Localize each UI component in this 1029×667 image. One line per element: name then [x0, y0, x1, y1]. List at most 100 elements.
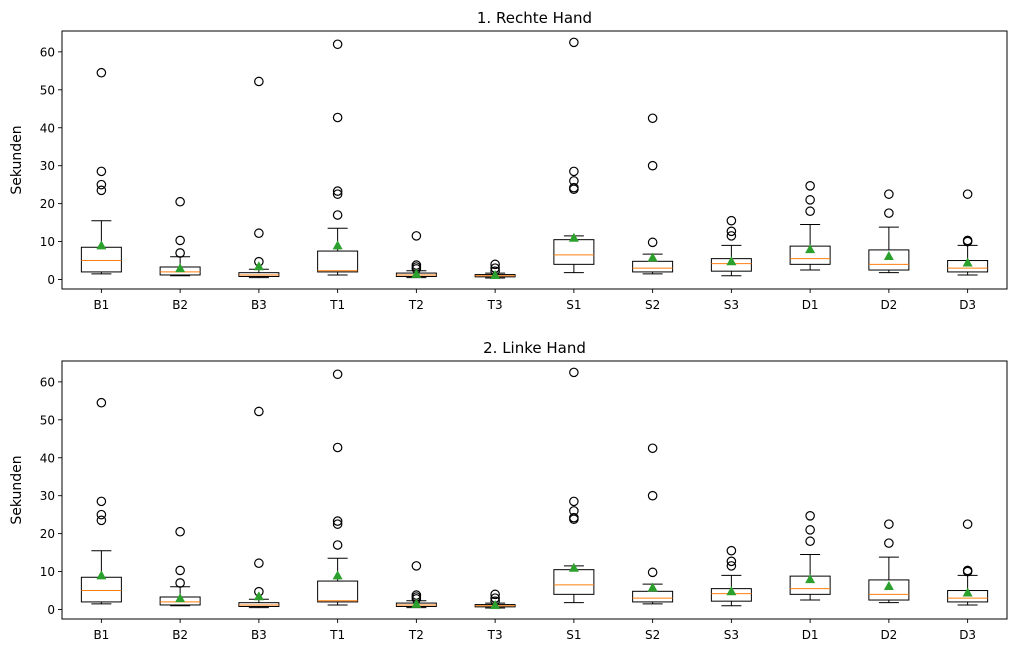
x-tick-label: B3: [251, 628, 267, 642]
mean-marker: [332, 240, 343, 250]
outlier-point: [647, 113, 658, 124]
box-s2: [632, 443, 674, 605]
outlier-point: [726, 556, 737, 567]
outlier-point: [726, 231, 737, 241]
y-tick-label: 30: [40, 159, 55, 173]
subplot-rechte-hand: 1. Rechte Hand Sekunden 0 10 20 30 40 50 60 B1 B2 B…: [9, 9, 1008, 312]
outlier-point: [96, 496, 107, 507]
box-t2: [395, 231, 437, 279]
box-d2: [868, 519, 910, 604]
outlier-point: [569, 166, 579, 177]
outlier-point: [411, 561, 422, 571]
box-t3: [474, 259, 516, 279]
y-axis-label: Sekunden: [9, 455, 25, 524]
y-tick-label: 10: [40, 235, 55, 249]
iqr-box: [632, 260, 674, 273]
mean-marker: [411, 268, 422, 278]
mean-marker: [96, 240, 107, 250]
y-tick-label: 50: [40, 83, 55, 97]
box-b2: [159, 526, 201, 607]
outlier-point: [96, 166, 107, 177]
outlier-point: [332, 189, 343, 199]
y-tick-label: 60: [40, 45, 55, 59]
outlier-point: [805, 536, 815, 547]
chart-title: 2. Linke Hand: [483, 339, 586, 357]
axes-frame: [61, 30, 1008, 290]
x-tick-label: D3: [959, 298, 976, 312]
axes-frame: [61, 360, 1008, 620]
outlier-point: [805, 510, 815, 521]
outlier-point: [647, 160, 658, 171]
outlier-point: [175, 578, 185, 588]
mean-marker: [490, 269, 501, 279]
box-s1: [553, 367, 595, 604]
outlier-point: [96, 67, 107, 78]
box-t2: [395, 561, 437, 609]
iqr-box: [553, 569, 595, 595]
outlier-point: [569, 37, 579, 48]
mean-marker: [962, 257, 973, 267]
mean-marker: [726, 586, 737, 596]
outlier-point: [490, 259, 500, 270]
x-tick-label: T3: [487, 298, 503, 312]
outlier-point: [332, 112, 343, 123]
x-tick-label: S1: [566, 628, 581, 642]
box-b3: [238, 406, 280, 609]
x-tick-label: T1: [329, 298, 345, 312]
outlier-point: [726, 561, 737, 571]
outlier-point: [96, 179, 107, 190]
subplot-linke-hand: 2. Linke Hand Sekunden 0 10 20 30 40 50 60 B1 B2 B3…: [9, 339, 1008, 642]
y-tick-label: 10: [40, 565, 55, 579]
outlier-point: [647, 443, 658, 454]
mean-marker: [883, 250, 894, 260]
outlier-point: [726, 545, 737, 556]
outlier-point: [647, 490, 658, 501]
mean-marker: [332, 570, 343, 580]
outlier-point: [962, 189, 973, 199]
box-d3: [947, 189, 989, 276]
outlier-point: [332, 39, 343, 50]
outlier-point: [332, 369, 343, 380]
outlier-point: [569, 506, 579, 516]
y-tick-label: 20: [40, 527, 55, 541]
mean-marker: [962, 587, 973, 597]
outlier-point: [962, 519, 973, 529]
x-tick-label: T1: [329, 628, 345, 642]
y-tick-label: 40: [40, 121, 55, 135]
x-tick-label: S1: [566, 298, 581, 312]
outlier-point: [96, 185, 107, 196]
box-t3: [474, 589, 516, 609]
outlier-point: [726, 226, 737, 237]
mean-marker: [253, 591, 264, 601]
mean-marker: [490, 599, 501, 609]
mean-marker: [568, 562, 579, 572]
outlier-point: [254, 558, 264, 569]
outlier-point: [332, 519, 343, 529]
x-tick-label: D1: [802, 628, 819, 642]
x-tick-label: B2: [172, 628, 188, 642]
outlier-point: [254, 406, 264, 417]
mean-marker: [175, 593, 186, 603]
x-tick-label: S2: [645, 628, 660, 642]
outlier-point: [332, 540, 343, 550]
box-d2: [868, 189, 910, 274]
iqr-box: [317, 580, 359, 603]
outlier-point: [805, 525, 815, 535]
outlier-point: [254, 76, 264, 87]
box-b3: [238, 76, 280, 279]
outlier-point: [726, 215, 737, 226]
outlier-point: [884, 519, 894, 529]
box-d3: [947, 519, 989, 606]
iqr-box: [553, 239, 595, 265]
outlier-point: [175, 248, 185, 258]
box-d1: [789, 181, 831, 271]
mean-marker: [253, 261, 264, 271]
outlier-point: [962, 235, 973, 246]
y-tick-label: 20: [40, 197, 55, 211]
y-tick-label: 60: [40, 375, 55, 389]
box-b2: [159, 196, 201, 277]
x-tick-label: S3: [724, 298, 739, 312]
box-s3: [710, 545, 752, 607]
